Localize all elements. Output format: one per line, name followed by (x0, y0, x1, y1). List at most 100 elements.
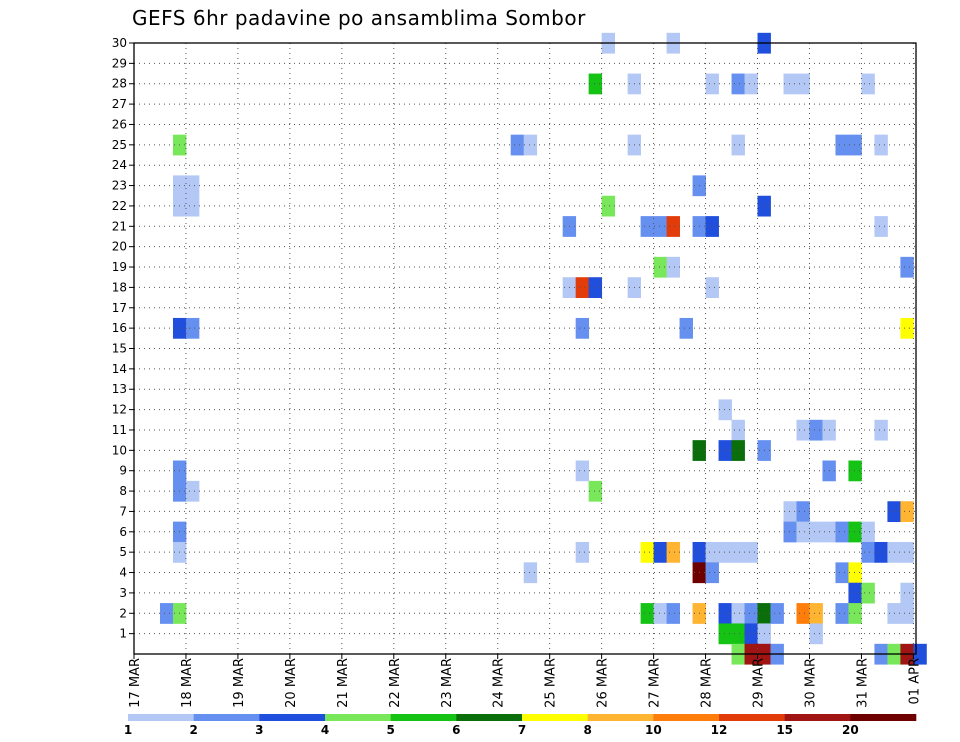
heatmap-cell (900, 582, 914, 604)
legend-swatch (719, 714, 785, 721)
heatmap-cell (835, 521, 849, 543)
x-tick-label: 24 MAR (492, 658, 507, 708)
heatmap-cell (588, 277, 603, 298)
heatmap-cell (731, 603, 745, 624)
legend-swatch (784, 714, 851, 721)
heatmap-cell (809, 603, 823, 624)
heatmap-cell (731, 134, 745, 156)
x-tick-label: 21 MAR (336, 658, 351, 708)
heatmap-cell (705, 216, 719, 237)
y-tick-label: 21 (112, 219, 127, 233)
legend-swatch (653, 714, 720, 721)
legend-label: 3 (255, 723, 263, 737)
heatmap-cell (848, 582, 862, 604)
y-tick-label: 14 (112, 362, 127, 376)
legend-swatch (193, 714, 260, 721)
y-tick-label: 23 (112, 179, 127, 193)
heatmap-cell (861, 73, 875, 95)
heatmap-cell (783, 501, 797, 523)
y-tick-label: 12 (112, 403, 127, 417)
heatmap-cell (718, 399, 732, 421)
y-tick-label: 10 (112, 443, 127, 457)
heatmap-cell (861, 521, 875, 543)
heatmap-cell (900, 317, 914, 339)
heatmap-cell (575, 317, 590, 339)
heatmap-cell (848, 603, 862, 624)
x-tick-label: 18 MAR (180, 658, 195, 708)
legend-label: 1 (124, 723, 132, 737)
heatmap-cell (575, 460, 590, 482)
heatmap-cell (796, 521, 810, 543)
heatmap-cell (861, 541, 875, 563)
heatmap-cell (731, 73, 745, 95)
heatmap-cell (185, 175, 200, 197)
x-tick-label: 17 MAR (128, 658, 143, 708)
heatmap-cell (874, 541, 888, 563)
heatmap-cell (679, 317, 693, 339)
heatmap-cell (744, 541, 758, 563)
legend-label: 7 (518, 723, 526, 737)
legend-swatch (325, 714, 391, 721)
x-tick-label: 26 MAR (596, 658, 611, 708)
y-tick-label: 29 (112, 56, 127, 70)
heatmap-cell (640, 216, 655, 237)
y-tick-label: 1 (119, 627, 127, 641)
y-tick-label: 15 (112, 342, 127, 356)
x-tick-label: 28 MAR (700, 658, 715, 708)
heatmap-cell (666, 256, 680, 278)
y-tick-label: 3 (119, 586, 127, 600)
heatmap-cell (796, 501, 810, 523)
heatmap-cell (159, 603, 174, 624)
heatmap-cell (809, 521, 823, 543)
heatmap-cell (185, 480, 200, 502)
heatmap-cell (835, 603, 849, 624)
y-tick-label: 28 (112, 77, 127, 91)
chart-title: GEFS 6hr padavine po ansamblima Sombor (132, 6, 586, 30)
legend-label: 5 (386, 723, 394, 737)
heatmap-cell (848, 134, 862, 156)
legend-swatch (259, 714, 326, 721)
y-tick-label: 2 (119, 606, 127, 620)
x-tick-label: 23 MAR (440, 658, 455, 708)
y-tick-label: 4 (119, 566, 127, 580)
heatmap-cell (796, 419, 810, 441)
heatmap-cell (666, 216, 680, 237)
heatmap-cell (835, 134, 849, 156)
x-tick-label: 01 APR (907, 658, 922, 704)
heatmap-cell (718, 440, 732, 461)
x-tick-label: 29 MAR (752, 658, 767, 708)
y-tick-label: 27 (112, 97, 127, 111)
heatmap-cell (731, 623, 745, 645)
heatmap-cell (653, 603, 667, 624)
y-tick-label: 6 (119, 525, 127, 539)
legend-label: 12 (711, 723, 728, 737)
heatmap-cell (861, 582, 875, 604)
heatmap-cell (705, 562, 719, 584)
legend-swatch (128, 714, 194, 721)
y-tick-label: 30 (112, 36, 127, 50)
heatmap-cell (718, 541, 732, 563)
heatmap-cell (718, 603, 732, 624)
heatmap-cell (718, 623, 732, 645)
x-tick-label: 19 MAR (232, 658, 247, 708)
heatmap-cell (705, 73, 719, 95)
heatmap-cell (575, 277, 590, 298)
heatmap-cell (900, 256, 914, 278)
heatmap-cell (835, 562, 849, 584)
heatmap-cell (653, 541, 667, 563)
heatmap-cell (809, 419, 823, 441)
heatmap-cell (666, 603, 680, 624)
heatmap-cell (848, 521, 862, 543)
heatmap-cell (705, 541, 719, 563)
legend-label: 6 (452, 723, 460, 737)
heatmap-cell (809, 623, 823, 645)
x-tick-label: 25 MAR (544, 658, 559, 708)
y-tick-label: 17 (112, 301, 127, 315)
legend-label: 4 (321, 723, 329, 737)
heatmap-cell (731, 419, 745, 441)
heatmap-cell (666, 541, 680, 563)
x-tick-label: 20 MAR (284, 658, 299, 708)
y-tick-label: 13 (112, 382, 127, 396)
heatmap-cell (796, 603, 810, 624)
